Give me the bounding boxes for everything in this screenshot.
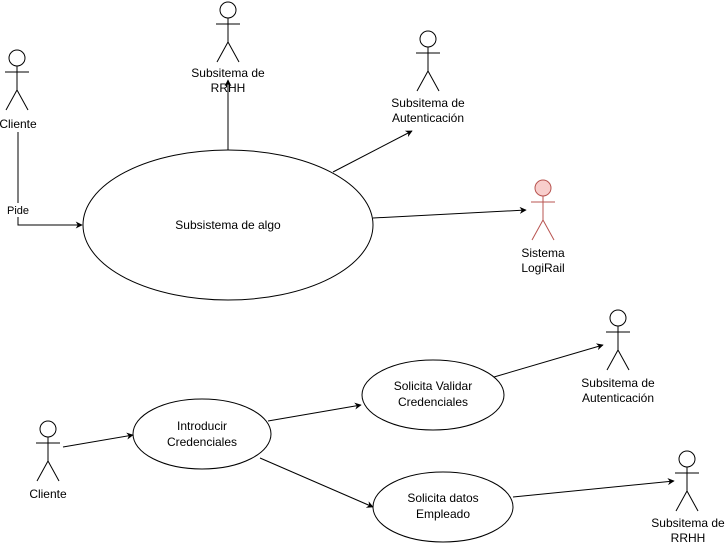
actor-logirail-label-2: LogiRail bbox=[521, 261, 564, 275]
use-case-datos-label-1: Solicita datos bbox=[407, 491, 478, 505]
actor-cliente-bottom-label: Cliente bbox=[29, 487, 67, 501]
actor-rrhh-bottom-label-2: RRHH bbox=[671, 531, 706, 545]
edge-cliente-introducir bbox=[62, 432, 134, 448]
actor-autenticacion-top-label-1: Subsitema de bbox=[391, 96, 465, 110]
actor-autenticacion-bottom-label-2: Autenticación bbox=[582, 391, 654, 405]
actor-cliente-top-label: Cliente bbox=[0, 117, 37, 131]
edge-introducir-datos bbox=[259, 457, 374, 508]
actor-rrhh-top-label-1: Subsitema de bbox=[191, 66, 265, 80]
use-case-solicita-validar bbox=[361, 359, 505, 431]
edge-label-bg bbox=[5, 203, 31, 217]
actor-cliente-top bbox=[5, 49, 29, 111]
actor-logirail bbox=[531, 179, 555, 241]
use-case-datos-label-2: Empleado bbox=[416, 507, 470, 521]
actor-rrhh-bottom bbox=[675, 450, 699, 512]
edge-label-pide: Pide bbox=[7, 205, 29, 217]
use-case-solicita-datos bbox=[372, 471, 514, 543]
actor-rrhh-top-label-2: RRHH bbox=[211, 81, 246, 95]
use-case-subsistema-de-algo-label: Subsistema de algo bbox=[175, 218, 281, 232]
edge-to-logirail bbox=[372, 206, 527, 219]
edge-to-autenticacion-top bbox=[332, 130, 413, 173]
actor-logirail-label-1: Sistema bbox=[521, 246, 565, 260]
actor-rrhh-top bbox=[216, 1, 240, 63]
edge-datos-rrhh bbox=[512, 478, 675, 498]
actor-autenticacion-bottom-label-1: Subsitema de bbox=[581, 376, 655, 390]
use-case-validar-label-1: Solicita Validar bbox=[394, 379, 472, 393]
actor-autenticacion-top bbox=[416, 30, 440, 92]
edge-validar-autenticacion bbox=[493, 343, 604, 378]
actor-rrhh-bottom-label-1: Subsitema de bbox=[651, 516, 725, 530]
use-case-introducir-credenciales bbox=[132, 398, 272, 470]
actor-cliente-bottom bbox=[36, 420, 60, 482]
edge-cliente-pide bbox=[17, 132, 83, 229]
use-case-introducir-label-1: Introducir bbox=[177, 419, 227, 433]
edge-introducir-validar bbox=[267, 402, 362, 422]
use-case-introducir-label-2: Credenciales bbox=[167, 435, 237, 449]
actor-autenticacion-top-label-2: Autenticación bbox=[392, 111, 464, 125]
actor-autenticacion-bottom bbox=[606, 309, 630, 371]
use-case-validar-label-2: Credenciales bbox=[398, 395, 468, 409]
